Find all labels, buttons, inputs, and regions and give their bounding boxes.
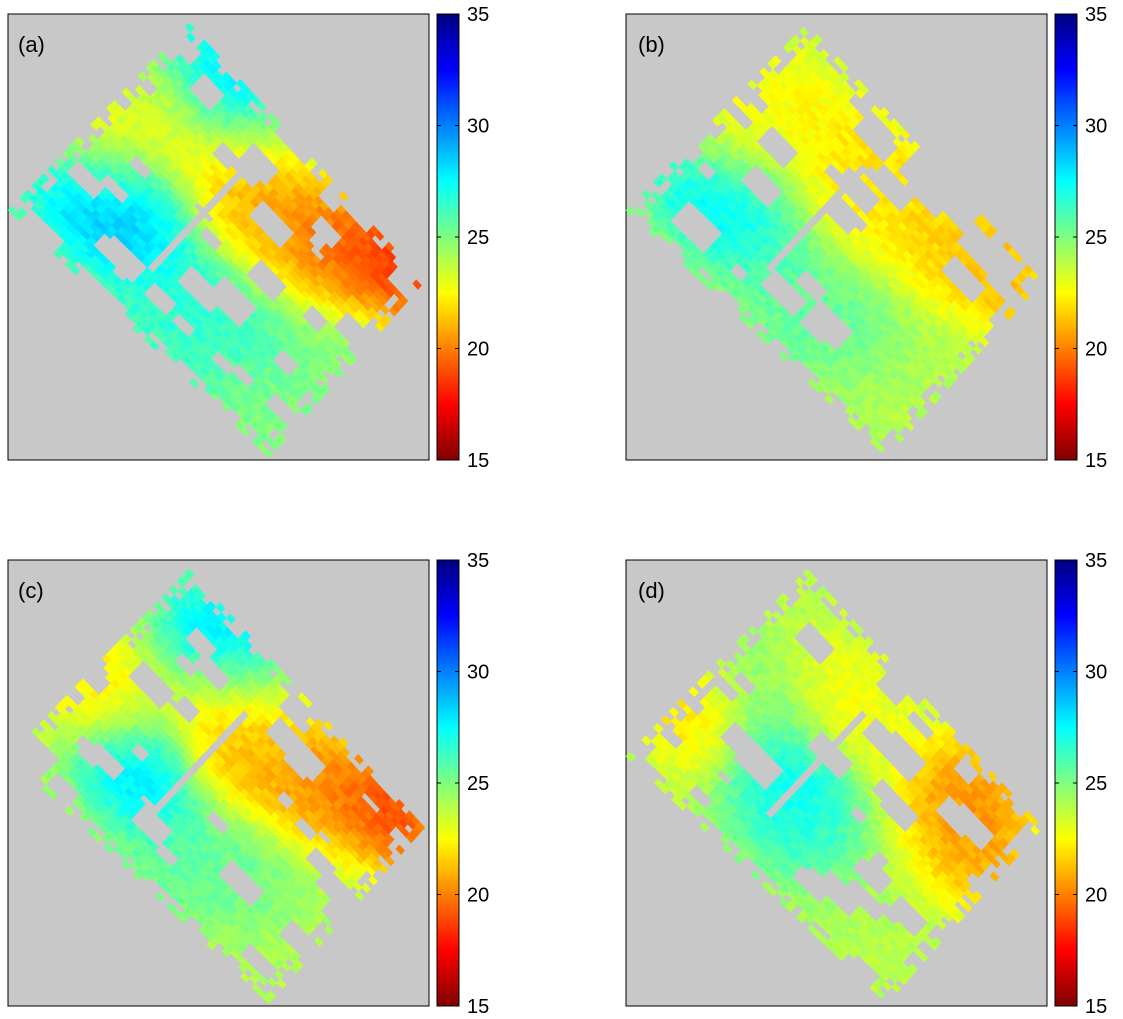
colorbar-tick-label: 30 [467,662,489,684]
heatmap-cell [105,261,117,272]
colorbar-tick-label: 30 [467,116,489,138]
heatmap-cell [189,378,200,389]
panel-a-heatmap [7,22,422,459]
heatmap-cell [304,239,315,251]
colorbar-tick-label: 25 [467,773,489,795]
heatmap-cell [340,337,351,348]
colorbar-tick-label: 15 [467,450,489,472]
heatmap-cell [189,205,200,217]
heatmap-cell [39,173,50,184]
colorbar-tick-label: 35 [467,4,489,26]
heatmap-cell [69,264,81,276]
colorbar-tick-label: 20 [467,885,489,907]
heatmap-cell [227,165,238,177]
panel-b: (b) 35 30 25 20 15 [625,4,1107,472]
heatmap-cell [320,382,331,394]
heatmap-cell [276,432,287,443]
panel-c: (c) 35 30 25 20 15 [7,550,489,1018]
colorbar-tick-label: 35 [467,550,489,572]
heatmap-cell [303,402,314,413]
heatmap-cell [381,313,392,325]
heatmap-cell [277,419,288,430]
heatmap-cell [262,448,273,459]
heatmap-cell [74,136,85,147]
heatmap-cell [240,426,251,437]
heatmap-cell [306,226,317,237]
panel-a: (a) 35 30 25 20 15 [7,4,489,472]
heatmap-cell [332,358,342,369]
heatmap-cell [398,294,409,306]
panel-a-label: (a) [18,32,45,57]
panel-c-label: (c) [18,578,44,603]
heatmap-cell [17,207,28,218]
panel-b-label: (b) [638,32,665,57]
colorbar-tick-label: 15 [467,996,489,1018]
heatmap-cell [318,373,329,384]
heatmap-cell [334,367,344,378]
colorbar-tick-label: 30 [1085,116,1107,138]
colorbar-tick-label: 25 [1085,227,1107,249]
heatmap-cell [149,340,160,351]
colorbar-tick-label: 20 [467,339,489,361]
heatmap-cell [347,352,358,363]
colorbar-tick-label: 35 [1085,4,1107,26]
colorbar-tick-label: 15 [1085,450,1107,472]
colorbar-tick-label: 20 [1085,339,1107,361]
colorbar-tick-label: 25 [467,227,489,249]
